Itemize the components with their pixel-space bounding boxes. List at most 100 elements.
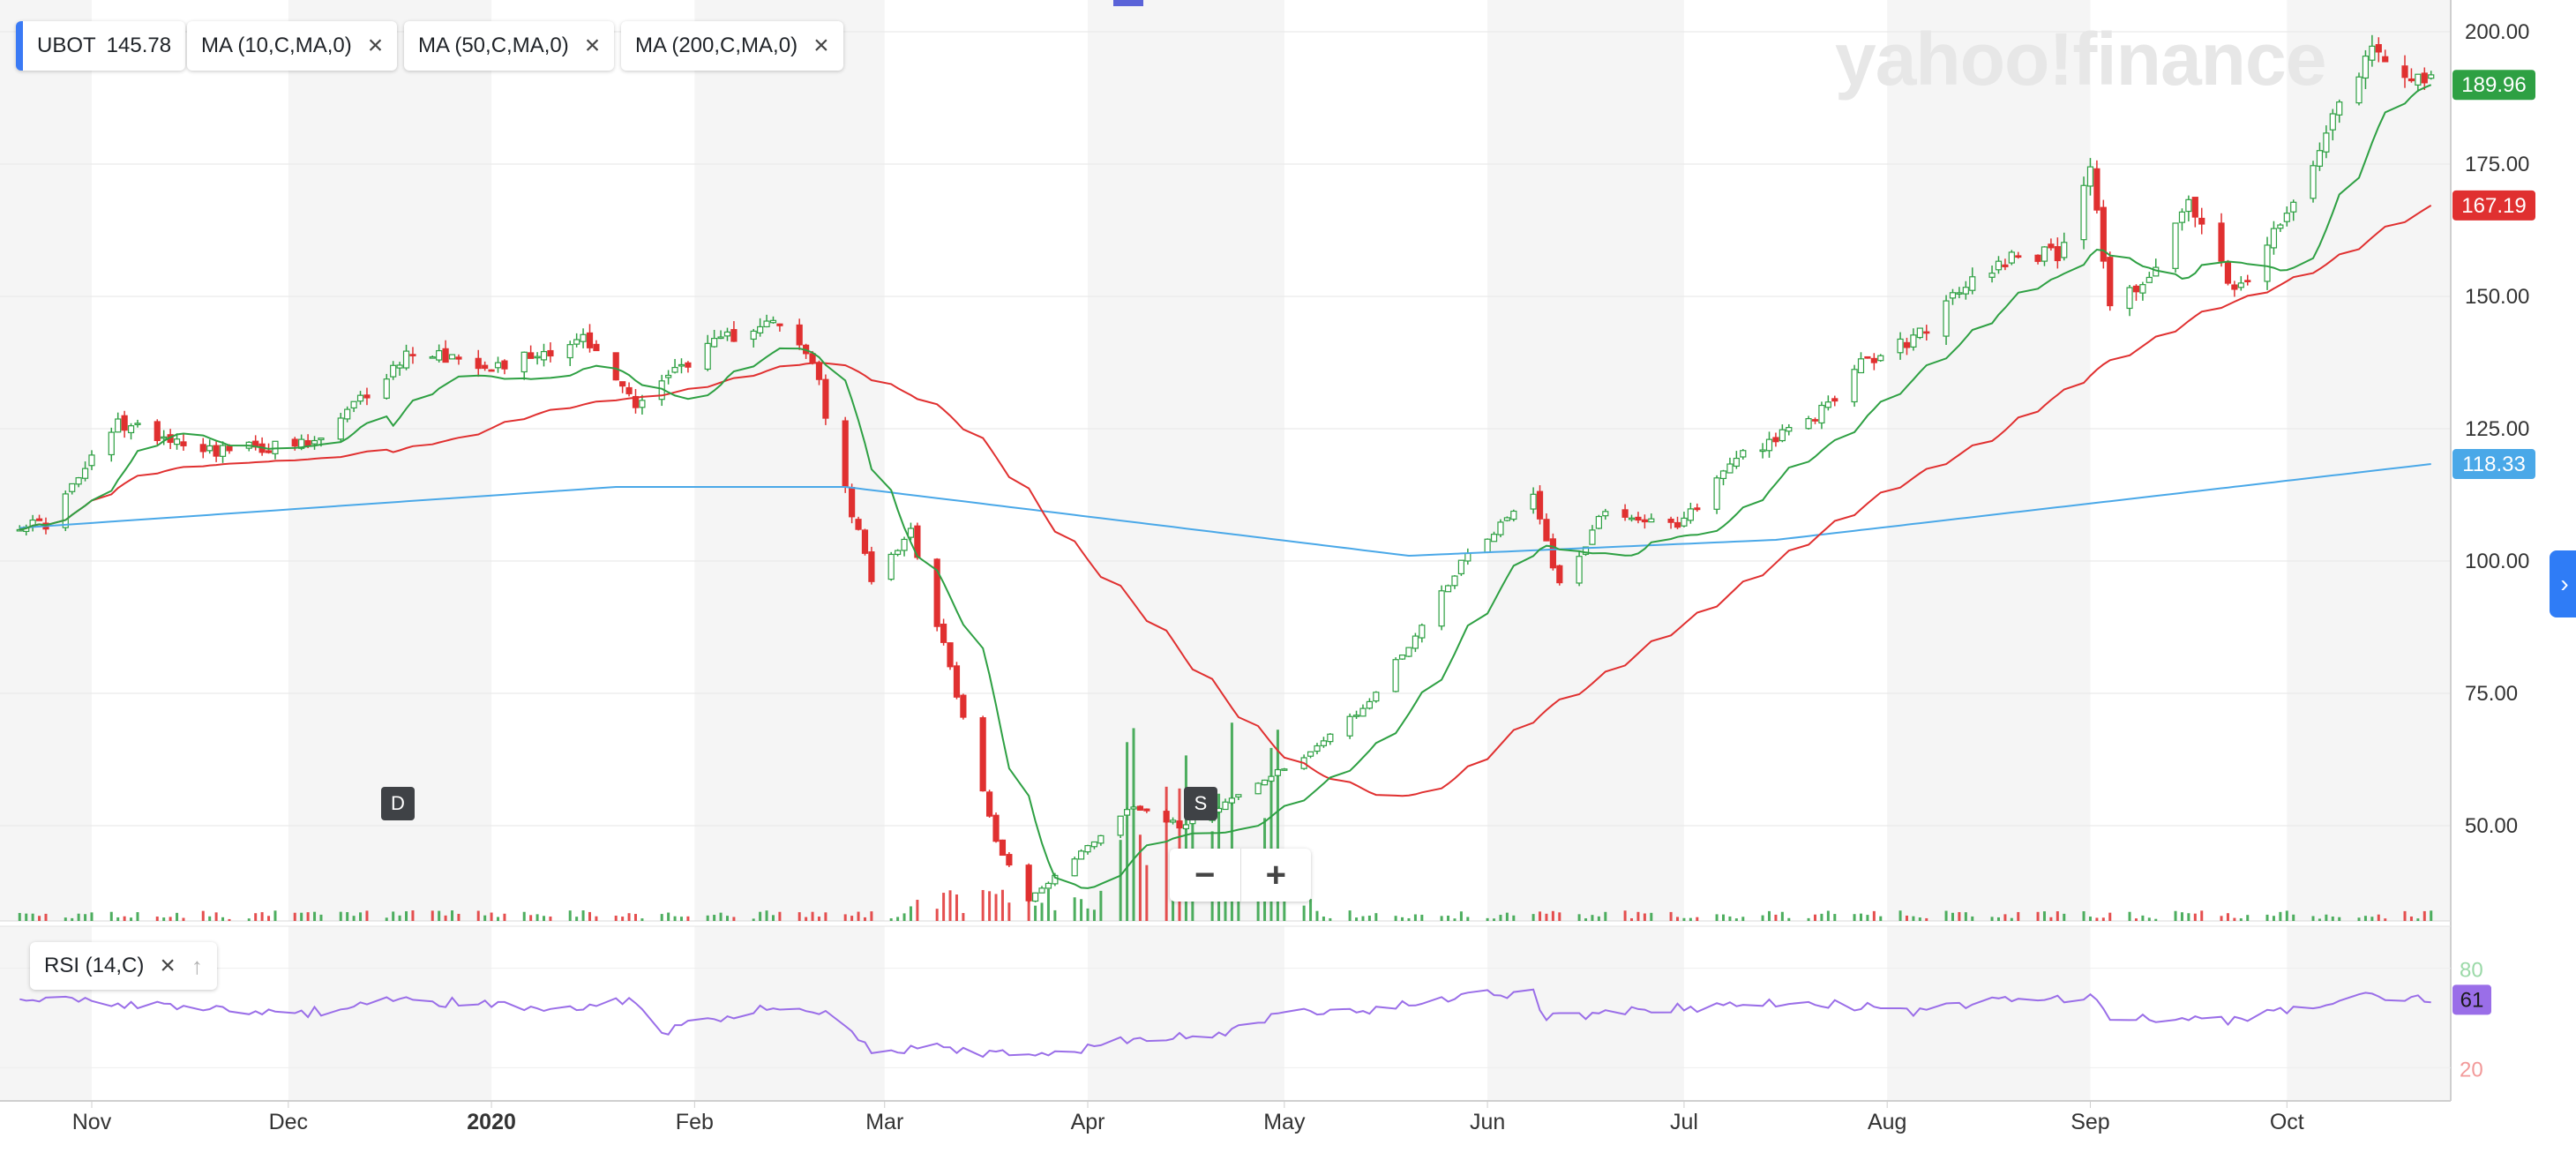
candle-body: [855, 519, 862, 530]
candle-body: [1097, 834, 1105, 844]
x-tick-label: Jun: [1470, 1110, 1505, 1134]
volume-bar: [889, 918, 893, 921]
volume-bar: [1996, 917, 2000, 921]
candle-body: [1366, 700, 1374, 709]
volume-bar: [870, 911, 873, 921]
volume-bar: [2088, 917, 2092, 921]
volume-bar: [1138, 834, 1142, 921]
zoom-in-button[interactable]: +: [1239, 849, 1312, 902]
volume-bar: [162, 917, 166, 921]
volume-bar: [254, 913, 258, 921]
candle-body: [213, 445, 220, 457]
close-icon[interactable]: ×: [813, 31, 829, 60]
volume-bar: [64, 917, 67, 921]
volume-bar: [385, 917, 388, 921]
candle-body: [1995, 260, 2003, 271]
candle-body: [2015, 255, 2022, 258]
volume-bar: [1761, 915, 1764, 921]
volume-bar: [1912, 916, 1915, 921]
volume-bar: [575, 917, 579, 921]
ma50-chip[interactable]: MA (50,C,MA,0) ×: [404, 21, 615, 71]
candle-body: [678, 363, 685, 367]
close-icon[interactable]: ×: [367, 31, 384, 60]
volume-bar: [1623, 910, 1627, 921]
volume-bar: [1394, 916, 1397, 921]
volume-bar: [896, 917, 900, 921]
candle-body: [1824, 401, 1831, 408]
candle-body: [593, 343, 600, 352]
volume-bar: [1007, 902, 1011, 921]
candle-body: [482, 364, 489, 370]
volume-bar: [398, 915, 401, 921]
volume-bar: [444, 915, 447, 921]
candle-body: [121, 415, 128, 431]
volume-bar: [1493, 918, 1496, 921]
candle-body: [1740, 450, 1747, 458]
candle-body: [849, 487, 856, 518]
volume-bar: [843, 914, 847, 921]
dividend-marker[interactable]: D: [381, 787, 415, 820]
volume-bar: [109, 911, 113, 921]
close-icon[interactable]: ×: [584, 31, 601, 60]
volume-bar: [1584, 918, 1588, 921]
volume-bar: [346, 912, 349, 921]
candle-body: [1405, 647, 1412, 657]
candle-body: [383, 378, 390, 399]
volume-bar: [805, 917, 808, 921]
volume-bar: [503, 913, 506, 921]
volume-bar: [1086, 908, 1090, 921]
volume-bar: [1309, 899, 1313, 921]
candle-body: [1136, 805, 1144, 811]
volume-bar: [1944, 910, 1948, 921]
candle-body: [2145, 276, 2153, 283]
candle-body: [1648, 518, 1655, 523]
volume-bar: [1447, 915, 1450, 921]
x-tick-label: Feb: [676, 1110, 714, 1134]
candle-body: [1681, 517, 1688, 527]
ticker-symbol: UBOT: [37, 34, 96, 57]
candle-body: [1261, 779, 1269, 786]
rsi-chip[interactable]: RSI (14,C) × ↑: [30, 942, 217, 990]
arrow-up-icon[interactable]: ↑: [191, 953, 203, 979]
candle-body: [402, 350, 410, 369]
close-icon[interactable]: ×: [160, 951, 176, 980]
ticker-chip[interactable]: UBOT 145.78: [16, 21, 186, 71]
candle-body: [154, 421, 161, 441]
candle-body: [1864, 355, 1871, 359]
candle-body: [298, 438, 305, 449]
volume-bar: [2338, 917, 2341, 921]
chevron-right-icon[interactable]: ›: [2550, 550, 2576, 617]
price-tag: [2452, 449, 2535, 480]
candle-body: [409, 354, 416, 356]
split-marker[interactable]: S: [1184, 787, 1217, 820]
volume-bar: [1539, 911, 1542, 921]
volume-bar: [2363, 916, 2367, 921]
candle-body: [2093, 168, 2100, 211]
ma200-chip[interactable]: MA (200,C,MA,0) ×: [621, 21, 843, 71]
zoom-out-button[interactable]: −: [1194, 855, 1216, 894]
ma10-chip[interactable]: MA (10,C,MA,0) ×: [187, 21, 398, 71]
volume-bar: [1722, 914, 1726, 921]
x-tick-label: Aug: [1868, 1110, 1906, 1134]
ma200-line: [19, 463, 2431, 558]
candle-body: [475, 357, 482, 370]
volume-bar: [1866, 915, 1869, 921]
candle-body: [311, 439, 318, 445]
candle-body: [1274, 768, 1282, 776]
x-tick-label: Jul: [1670, 1110, 1698, 1134]
candle-body: [2041, 246, 2048, 262]
candle-body: [1897, 338, 1904, 354]
volume-bar: [1440, 916, 1443, 921]
volume-bar: [549, 916, 552, 921]
candle-body: [520, 351, 528, 373]
volume-bar: [2285, 910, 2288, 921]
volume-bar: [77, 913, 80, 921]
candle-body: [1189, 819, 1196, 825]
candle-body: [796, 324, 803, 346]
candle-body: [396, 364, 403, 369]
candle-body: [448, 354, 456, 360]
candle-body: [947, 642, 954, 668]
candle-body: [1359, 707, 1367, 717]
volume-bar: [1302, 905, 1306, 921]
